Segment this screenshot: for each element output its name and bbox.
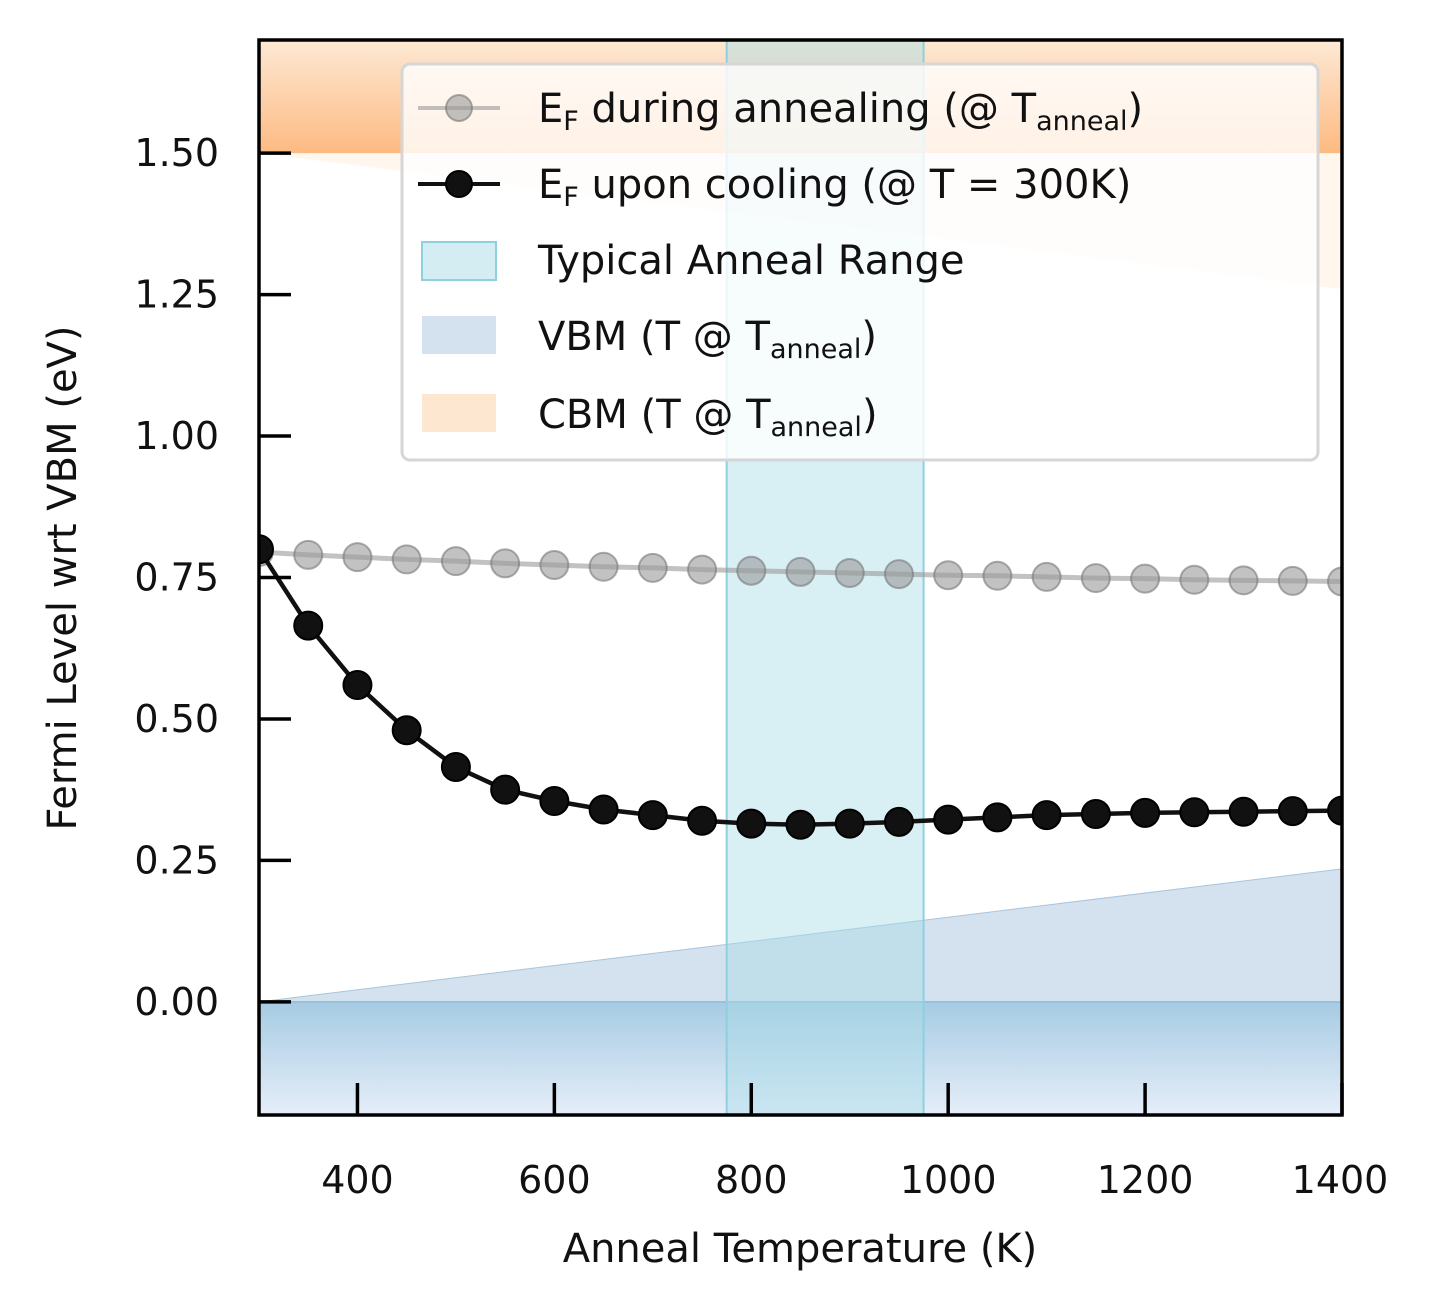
y-tick-label-4: 1.00: [134, 414, 219, 458]
y-tick-label-2: 0.50: [134, 697, 219, 741]
series-1-point-2: [342, 670, 373, 700]
series-0-point-10: [736, 555, 767, 586]
legend-label-anneal-range: Typical Anneal Range: [537, 238, 965, 284]
y-tick-label-1: 0.25: [134, 838, 219, 882]
series-0-point-14: [933, 560, 964, 591]
series-0-point-11: [785, 556, 816, 587]
series-0-point-19: [1179, 564, 1210, 595]
legend-label-upon-cooling: EF upon cooling (@ T = 300K): [538, 162, 1131, 213]
x-axis-title: Anneal Temperature (K): [563, 1226, 1038, 1272]
legend-marker-during-annealing: [445, 94, 473, 122]
series-0-point-1: [293, 539, 324, 570]
legend-box: [400, 62, 1320, 462]
series-1-point-1: [293, 610, 324, 641]
legend-entry-vbm: VBM (T @ Tanneal): [422, 314, 877, 365]
legend-swatch-vbm: [422, 316, 496, 354]
series-1-point-3: [391, 715, 422, 746]
series-0-point-16: [1031, 561, 1062, 592]
legend-entry-cbm: CBM (T @ Tanneal): [422, 392, 878, 443]
x-tick-label-1: 600: [518, 1158, 591, 1202]
series-1-point-11: [785, 809, 816, 840]
series-1-point-7: [588, 794, 619, 825]
legend-entry-during-annealing: EF during annealing (@ Tanneal): [418, 86, 1143, 137]
series-0-point-21: [1277, 565, 1308, 596]
series-1-point-6: [539, 785, 570, 816]
series-0-point-17: [1080, 563, 1111, 594]
series-0-point-7: [588, 551, 619, 582]
series-1-point-8: [637, 800, 668, 831]
series-1-point-21: [1277, 796, 1308, 827]
legend-label-cbm: CBM (T @ Tanneal): [538, 392, 878, 443]
series-1-point-18: [1130, 797, 1161, 828]
series-1-point-4: [440, 752, 471, 783]
y-tick-label-3: 0.75: [134, 556, 219, 600]
x-tick-label-2: 800: [715, 1158, 788, 1202]
series-0-point-20: [1228, 565, 1259, 596]
x-tick-label-4: 1200: [1097, 1158, 1194, 1202]
x-tick-label-5: 1400: [1292, 1158, 1389, 1202]
vbm-region: [259, 1001, 1342, 1115]
series-1-point-10: [736, 808, 767, 839]
series-0-point-2: [342, 542, 373, 573]
y-tick-label-5: 1.25: [134, 273, 219, 317]
series-0-point-18: [1130, 563, 1161, 594]
series-1-point-0: [259, 534, 274, 565]
legend-entry-upon-cooling: EF upon cooling (@ T = 300K): [418, 162, 1131, 213]
legend-swatch-anneal-range: [421, 241, 497, 281]
legend-marker-upon-cooling: [445, 170, 473, 198]
series-0-point-9: [687, 554, 718, 585]
series-1-point-15: [982, 802, 1013, 833]
series-0-point-22: [1327, 566, 1342, 597]
series-0-point-5: [490, 548, 521, 579]
y-tick-label-6: 1.50: [134, 131, 219, 175]
legend-label-during-annealing: EF during annealing (@ Tanneal): [538, 86, 1143, 137]
series-1-point-5: [490, 774, 521, 805]
series-1-point-17: [1080, 799, 1111, 829]
x-tick-label-3: 1000: [900, 1158, 997, 1202]
series-1-point-9: [687, 805, 718, 836]
legend-entry-anneal-range: Typical Anneal Range: [421, 238, 965, 284]
legend: EF during annealing (@ Tanneal) EF upon …: [400, 62, 1320, 462]
series-0-point-6: [539, 550, 570, 581]
series-0-point-4: [440, 546, 471, 577]
series-1-point-13: [883, 806, 914, 837]
x-tick-label-0: 400: [321, 1158, 394, 1202]
series-1-point-16: [1031, 800, 1062, 831]
legend-swatch-cbm: [422, 394, 496, 432]
series-1-point-14: [933, 804, 964, 835]
series-0-point-15: [982, 560, 1013, 591]
series-0-point-8: [637, 552, 668, 583]
y-tick-label-0: 0.00: [134, 980, 219, 1024]
series-1-point-20: [1228, 796, 1259, 827]
series-0-point-12: [834, 557, 865, 588]
series-1-point-22: [1327, 795, 1342, 826]
series-0-point-3: [391, 544, 422, 575]
legend-label-vbm: VBM (T @ Tanneal): [538, 314, 877, 365]
series-1-point-12: [834, 808, 865, 839]
series-0-point-13: [883, 559, 914, 590]
series-1-point-19: [1179, 797, 1210, 828]
y-axis-title: Fermi Level wrt VBM (eV): [40, 325, 86, 830]
